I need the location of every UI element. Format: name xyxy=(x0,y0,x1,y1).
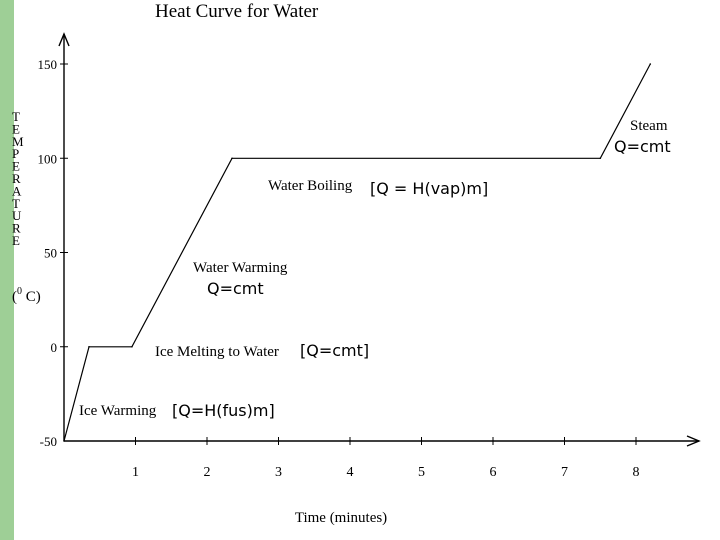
y-tick-label: 0 xyxy=(51,340,58,355)
y-axis-label-letter: M xyxy=(12,134,24,149)
x-tick-label: 8 xyxy=(633,465,640,480)
heat-curve-point xyxy=(88,345,90,348)
x-tick-label: 4 xyxy=(347,465,354,480)
annotation-label: Ice Warming xyxy=(79,403,157,419)
y-axis-unit: (0 C) xyxy=(12,286,41,305)
x-tick-label: 3 xyxy=(275,465,282,480)
x-tick-label: 6 xyxy=(490,465,497,480)
y-tick-label: 150 xyxy=(38,57,58,72)
y-tick-label: -50 xyxy=(40,434,57,449)
y-axis-label-letter: U xyxy=(12,208,22,223)
annotation-formula: Q=cmt xyxy=(207,279,264,298)
x-tick-label: 2 xyxy=(204,465,211,480)
y-axis-label-letter: A xyxy=(12,183,22,198)
annotation: Ice Melting to Water [Q=cmt] xyxy=(155,341,369,360)
x-tick-label: 1 xyxy=(132,465,139,480)
heat-curve-line xyxy=(63,63,651,442)
heat-curve-point xyxy=(599,157,602,160)
side-accent-strip xyxy=(0,0,14,540)
heat-curve-point xyxy=(131,345,133,348)
x-axis-arrow xyxy=(686,435,701,447)
annotation-label: Ice Melting to Water xyxy=(155,344,279,360)
y-axis-label-letter: R xyxy=(12,221,21,236)
heat-curve-point xyxy=(63,440,65,442)
x-axis-title: Time (minutes) xyxy=(295,510,387,526)
annotation-formula: Q=cmt xyxy=(614,137,671,156)
y-tick-label: 50 xyxy=(44,246,57,261)
annotation: Water Warming Q=cmt xyxy=(193,260,288,298)
y-axis-label-letter: E xyxy=(12,159,20,174)
x-tick-label: 5 xyxy=(418,465,425,480)
x-tick-label: 7 xyxy=(561,465,568,480)
y-axis-label-letter: R xyxy=(12,171,21,186)
y-axis-label-letter: T xyxy=(12,109,20,124)
annotation: Water Boiling [Q = H(vap)m] xyxy=(268,178,488,198)
chart-title: Heat Curve for Water xyxy=(155,1,319,22)
y-tick-label: 100 xyxy=(38,151,58,166)
annotation-label: Water Warming xyxy=(193,260,288,276)
y-axis-label-letter: P xyxy=(12,146,19,161)
heat-curve-point xyxy=(231,157,233,160)
y-axis-label-letter: E xyxy=(12,233,20,248)
annotation-formula: [Q=H(fus)m] xyxy=(172,401,275,420)
annotation-label: Steam xyxy=(630,118,668,134)
annotation-label: Water Boiling xyxy=(268,178,353,194)
annotation-formula: [Q=cmt] xyxy=(300,341,369,360)
y-axis-label-letter: T xyxy=(12,196,20,211)
y-axis-arrow xyxy=(58,32,70,47)
heat-curve-point xyxy=(649,63,652,65)
y-axis-label-letter: E xyxy=(12,121,20,136)
annotation-formula: [Q = H(vap)m] xyxy=(370,179,488,198)
annotation: Ice Warming [Q=H(fus)m] xyxy=(79,401,275,420)
annotation: Steam Q=cmt xyxy=(614,118,671,156)
